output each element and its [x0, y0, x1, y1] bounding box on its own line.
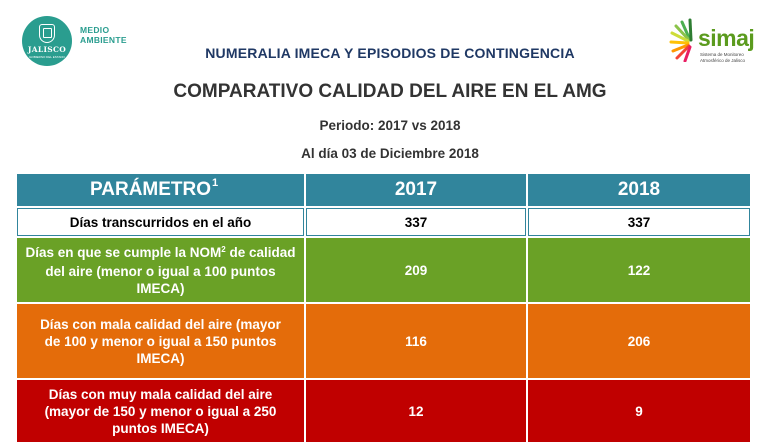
crest-icon: [39, 24, 55, 43]
simaj-wordmark: simaj: [698, 25, 755, 51]
simaj-tagline: Sistema de Monitoreo Atmosférico de Jali…: [700, 52, 768, 63]
table-row: Días transcurridos en el año 337 337: [17, 208, 750, 236]
row-label-very-bad-quality: Días con muy mala calidad del aire (mayo…: [17, 380, 304, 442]
seal-text: JALISCO: [27, 45, 67, 54]
medio-label-line2: AMBIENTE: [80, 35, 127, 45]
simaj-tagline-line1: Sistema de Monitoreo: [700, 52, 744, 57]
row-value-2018: 206: [528, 304, 750, 378]
row-label-bad-quality: Días con mala calidad del aire (mayor de…: [17, 304, 304, 378]
header-year-2017: 2017: [306, 174, 526, 206]
row-value-2018: 122: [528, 238, 750, 302]
jalisco-medio-ambiente-logo: JALISCO GOBIERNO DEL ESTADO MEDIO AMBIEN…: [22, 16, 162, 66]
row-value-2018: 9: [528, 380, 750, 442]
row-value-2017: 116: [306, 304, 526, 378]
table-row: Días con muy mala calidad del aire (mayo…: [17, 380, 750, 442]
row-label-nom-part2: de calidad del aire (menor o igual a 100…: [45, 244, 296, 296]
header-parameter-label: PARÁMETRO: [90, 179, 212, 200]
simaj-tagline-line2: Atmosférico de Jalisco: [700, 57, 746, 63]
simaj-burst-icon: [669, 18, 693, 62]
header-parameter: PARÁMETRO 1: [17, 174, 304, 206]
medio-label-line1: MEDIO: [80, 25, 110, 35]
row-value-2017: 209: [306, 238, 526, 302]
medio-ambiente-label: MEDIO AMBIENTE: [80, 25, 127, 45]
seal-subtext: GOBIERNO DEL ESTADO: [29, 55, 65, 59]
page-title: COMPARATIVO CALIDAD DEL AIRE EN EL AMG: [173, 81, 607, 102]
row-label-days-elapsed: Días transcurridos en el año: [17, 208, 304, 236]
row-label-nom-compliant: Días en que se cumple la NOM2 de calidad…: [17, 238, 304, 302]
numeralia-title: NUMERALIA IMECA Y EPISODIOS DE CONTINGEN…: [205, 45, 575, 61]
header-year-2018: 2018: [528, 174, 750, 206]
row-value-2018: 337: [528, 208, 750, 236]
row-label-bad-quality-text: Días con mala calidad del aire (mayor de…: [40, 316, 281, 366]
table-row: Días con mala calidad del aire (mayor de…: [17, 304, 750, 378]
simaj-logo: simaj Sistema de Monitoreo Atmosférico d…: [668, 16, 768, 66]
row-label-nom-footnote: 2: [221, 244, 226, 254]
row-value-2017: 12: [306, 380, 526, 442]
period-label: Periodo: 2017 vs 2018: [319, 118, 461, 133]
table-row: Días en que se cumple la NOM2 de calidad…: [17, 238, 750, 302]
date-label: Al día 03 de Diciembre 2018: [301, 146, 479, 161]
row-label-nom-part1: Días en que se cumple la NOM: [25, 244, 222, 260]
row-label-very-bad-quality-text: Días con muy mala calidad del aire (mayo…: [44, 386, 277, 436]
jalisco-seal-icon: JALISCO GOBIERNO DEL ESTADO: [22, 16, 72, 66]
table-header-row: PARÁMETRO 1 2017 2018: [17, 174, 750, 206]
header-parameter-footnote: 1: [212, 177, 219, 189]
row-value-2017: 337: [306, 208, 526, 236]
